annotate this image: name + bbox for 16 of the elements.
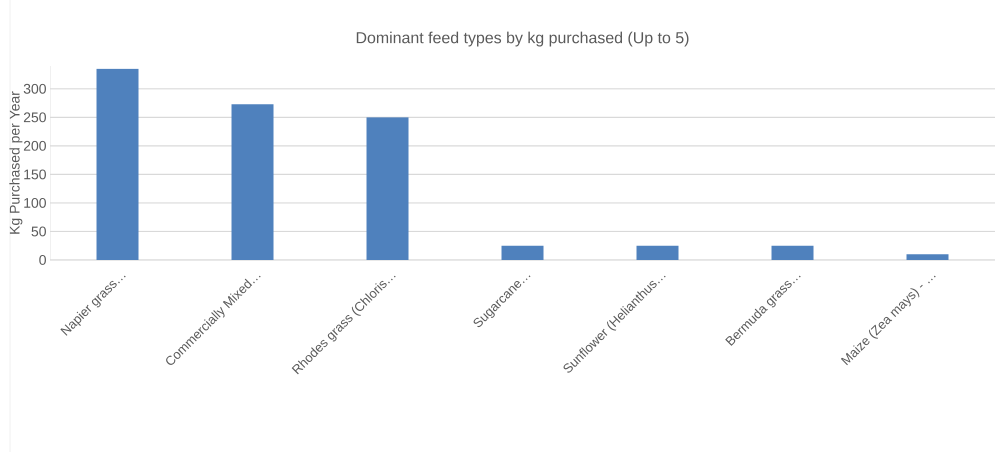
bar [636, 246, 679, 260]
y-tick-label: 0 [39, 255, 46, 265]
chart-title: Dominant feed types by kg purchased (Up to 5) [356, 32, 688, 46]
bar [502, 246, 544, 260]
bar [772, 246, 814, 260]
bar [96, 68, 139, 260]
bar [366, 117, 409, 260]
y-axis-title: Kg Purchased per Year [9, 91, 22, 234]
y-tick-label: 200 [24, 140, 46, 151]
y-tick-label: 250 [24, 112, 46, 122]
y-tick-label: 300 [24, 84, 46, 94]
y-tick-label: 150 [24, 169, 46, 180]
y-tick-label: 50 [32, 226, 46, 236]
bar [232, 104, 274, 260]
y-tick-label: 100 [24, 198, 46, 208]
bar [906, 254, 949, 260]
